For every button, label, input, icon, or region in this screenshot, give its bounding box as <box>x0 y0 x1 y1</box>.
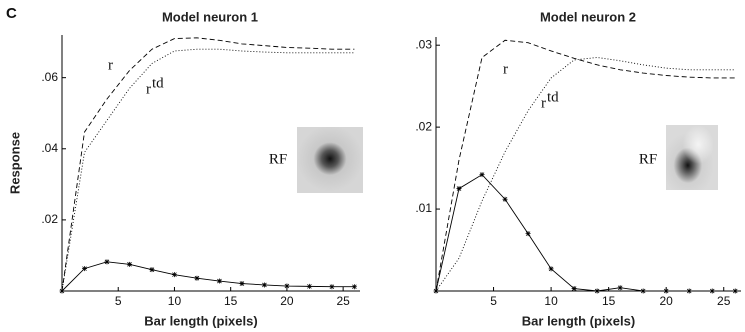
star-marker <box>526 231 531 236</box>
star-marker <box>480 172 485 177</box>
star-marker <box>664 289 669 294</box>
series-label-superscript: td <box>152 75 164 91</box>
x-tick-label: 5 <box>490 294 497 308</box>
star-marker <box>352 284 357 289</box>
y-tick-label: .01 <box>415 201 432 215</box>
star-marker <box>239 281 244 286</box>
star-marker <box>127 262 132 267</box>
series-label-superscript: td <box>547 89 559 105</box>
x-tick-label: 5 <box>115 294 122 308</box>
star-marker <box>549 266 554 271</box>
y-tick-label: .06 <box>41 70 58 84</box>
y-tick-label: .03 <box>415 37 432 51</box>
star-marker <box>82 266 87 271</box>
rf-highlight <box>666 125 718 190</box>
star-marker <box>641 289 646 294</box>
star-marker <box>618 285 623 290</box>
inset-label: RF <box>639 151 657 167</box>
star-marker <box>262 282 267 287</box>
rf-image <box>297 127 363 193</box>
y-tick-label: .04 <box>41 141 58 155</box>
x-tick-label: 25 <box>336 294 350 308</box>
star-marker <box>284 284 289 289</box>
inset-label: RF <box>269 151 287 167</box>
star-marker <box>194 276 199 281</box>
star-marker <box>329 284 334 289</box>
x-tick-label: 10 <box>168 294 182 308</box>
star-marker <box>149 267 154 272</box>
series-label: r <box>146 81 151 97</box>
star-marker <box>457 186 462 191</box>
x-tick-label: 25 <box>717 294 731 308</box>
star-marker <box>733 289 738 294</box>
star-marker <box>60 289 65 294</box>
chart-title: Model neuron 2 <box>540 9 636 24</box>
star-marker <box>710 289 715 294</box>
star-marker <box>434 289 439 294</box>
star-marker <box>572 286 577 291</box>
star-marker <box>307 284 312 289</box>
x-axis-label: Bar length (pixels) <box>144 313 257 328</box>
series-line <box>436 175 735 291</box>
star-marker <box>172 272 177 277</box>
x-axis-label: Bar length (pixels) <box>522 313 635 328</box>
y-axis-label: Response <box>7 132 22 194</box>
series-label: r <box>541 95 546 111</box>
series-label: r <box>108 57 113 73</box>
x-tick-label: 15 <box>602 294 616 308</box>
x-tick-label: 20 <box>280 294 294 308</box>
x-tick-label: 15 <box>224 294 238 308</box>
x-tick-label: 10 <box>544 294 558 308</box>
panel-label: C <box>6 5 17 22</box>
x-tick-label: 20 <box>660 294 674 308</box>
y-tick-label: .02 <box>415 119 432 133</box>
star-marker <box>104 259 109 264</box>
star-marker <box>595 289 600 294</box>
series-label: r <box>503 61 508 77</box>
figure: C Model neuron 1 Bar length (pixels) Respo… <box>0 0 745 332</box>
star-marker <box>217 279 222 284</box>
y-tick-label: .02 <box>41 212 58 226</box>
star-marker <box>687 289 692 294</box>
chart-title: Model neuron 1 <box>162 9 258 24</box>
star-marker <box>503 197 508 202</box>
